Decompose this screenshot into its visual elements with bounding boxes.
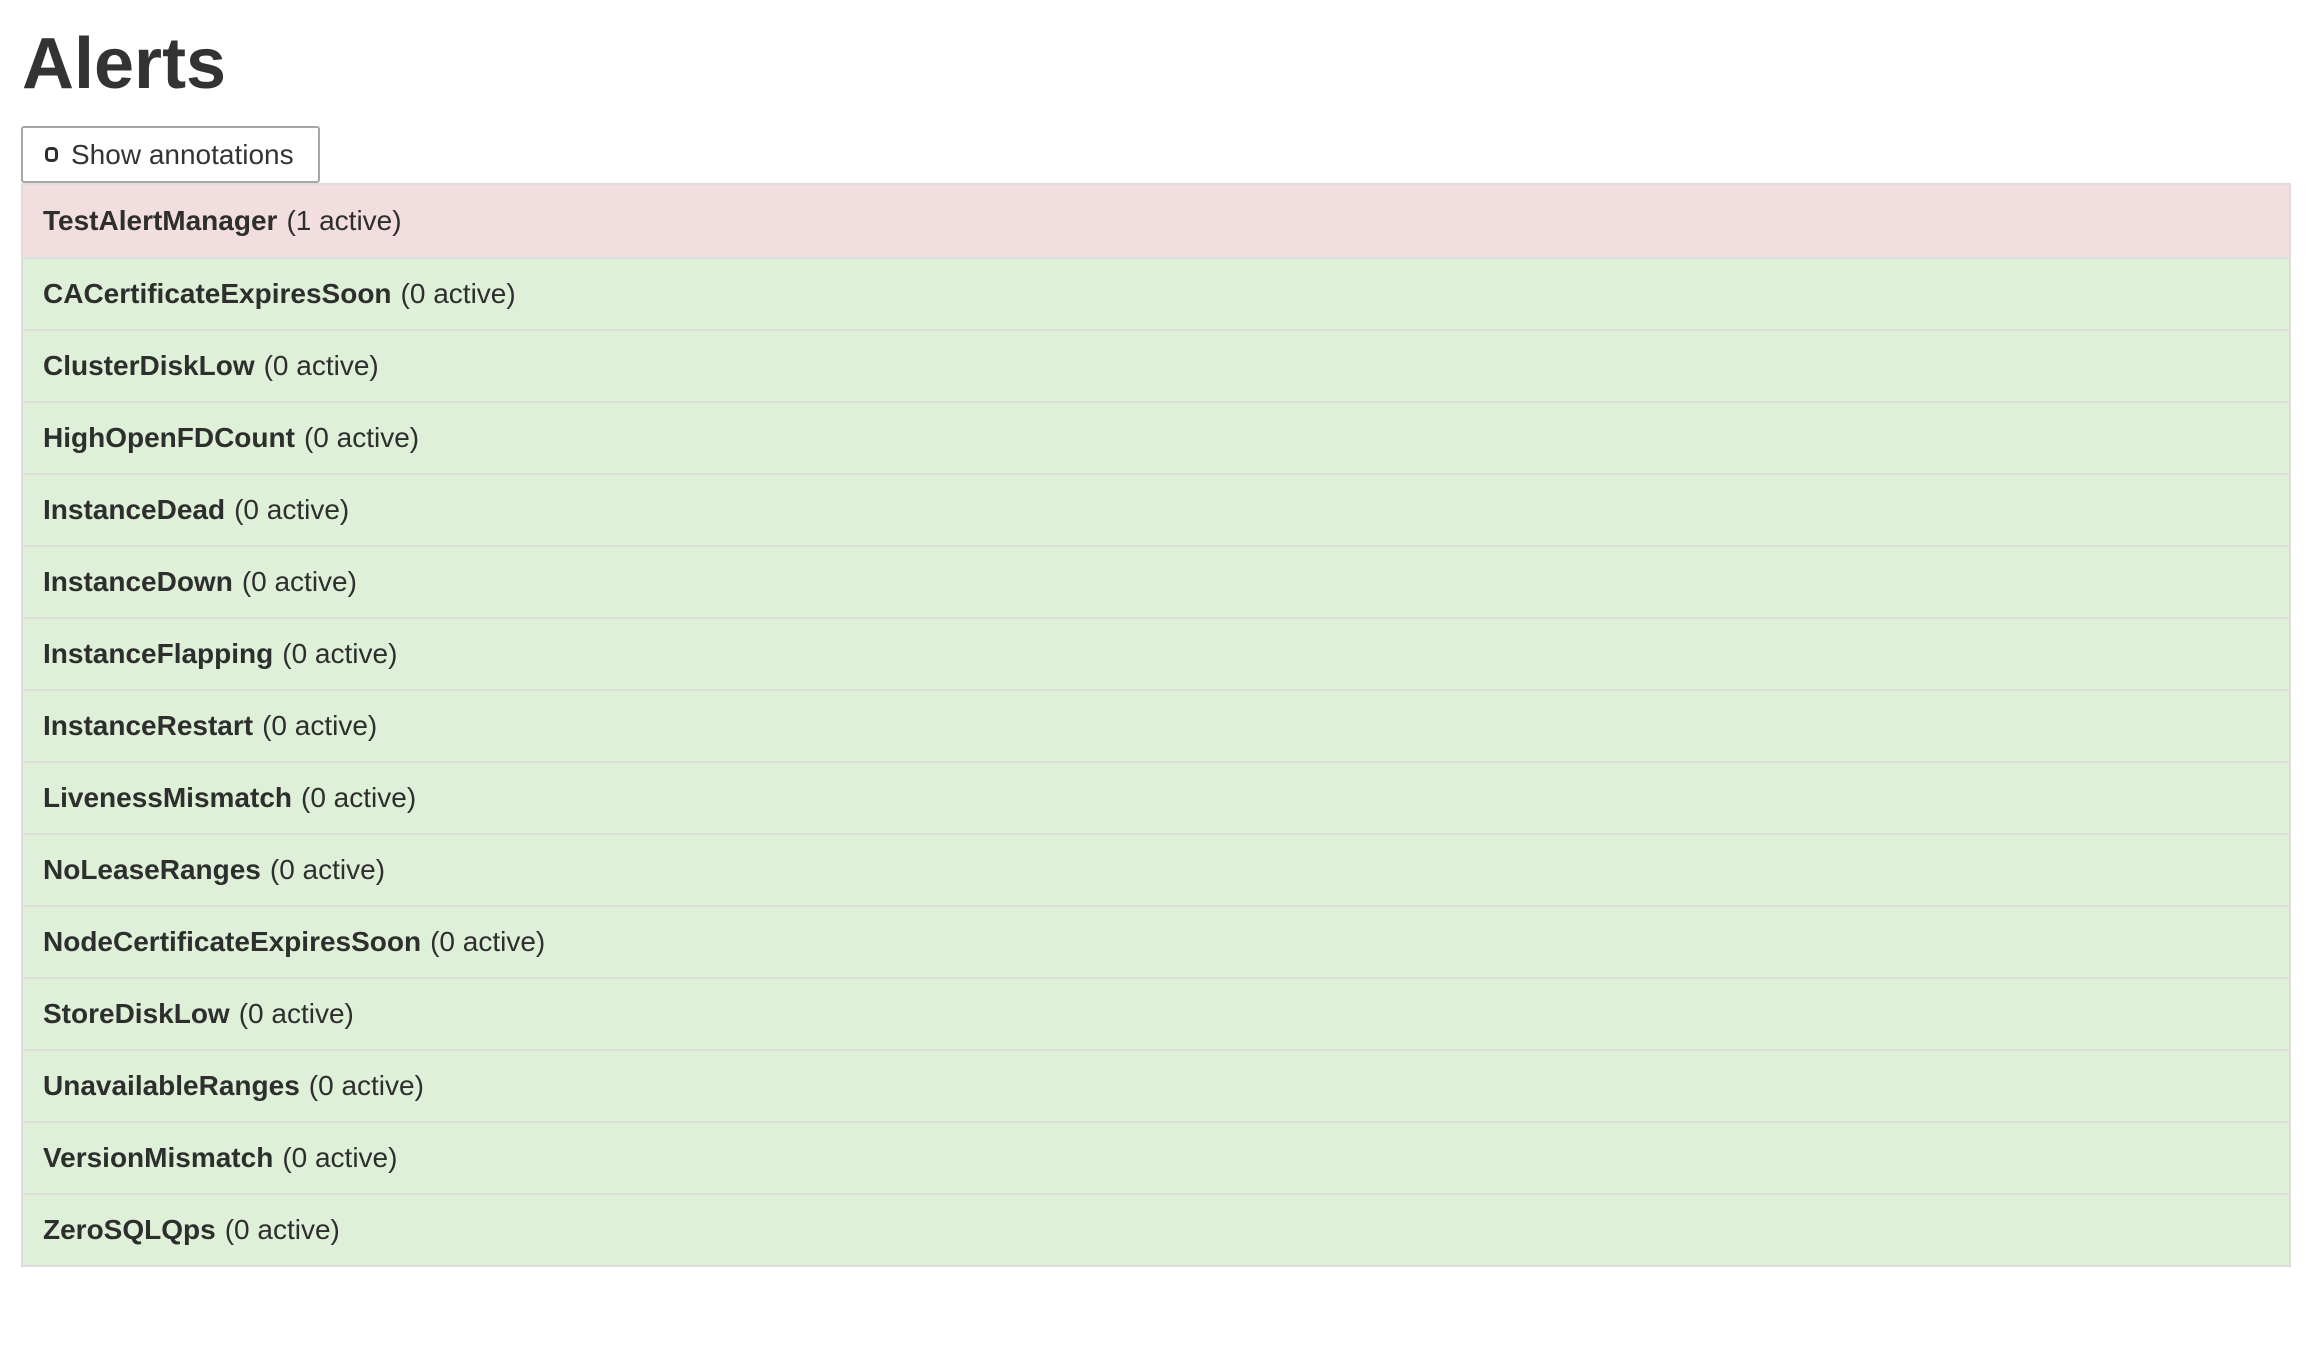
show-annotations-label: Show annotations: [71, 138, 294, 170]
alert-active-count: (0 active): [263, 350, 379, 381]
alert-name: NoLeaseRanges: [43, 854, 261, 885]
alert-name: ClusterDiskLow: [43, 350, 255, 381]
alert-active-count: (0 active): [400, 278, 516, 309]
alert-name: ZeroSQLQps: [43, 1214, 216, 1245]
alert-active-count: (0 active): [282, 1142, 398, 1173]
alert-name: LivenessMismatch: [43, 782, 292, 813]
alert-row[interactable]: InstanceRestart (0 active): [23, 689, 2289, 761]
alert-row[interactable]: UnavailableRanges (0 active): [23, 1049, 2289, 1121]
alert-name: InstanceDown: [43, 566, 233, 597]
alert-active-count: (0 active): [303, 422, 420, 453]
alert-row[interactable]: VersionMismatch (0 active): [23, 1121, 2289, 1193]
alert-active-count: (0 active): [241, 566, 357, 597]
alert-name: CACertificateExpiresSoon: [43, 278, 392, 309]
alert-active-count: (0 active): [269, 854, 386, 885]
alert-active-count: (0 active): [238, 998, 354, 1029]
alert-active-count: (0 active): [430, 926, 546, 957]
alert-name: VersionMismatch: [43, 1142, 274, 1173]
alerts-table: TestAlertManager (1 active) CACertificat…: [21, 183, 2291, 1267]
alert-row[interactable]: StoreDiskLow (0 active): [23, 977, 2289, 1049]
show-annotations-toggle[interactable]: Show annotations: [21, 126, 320, 183]
alert-name: NodeCertificateExpiresSoon: [43, 926, 422, 957]
alert-active-count: (0 active): [262, 710, 378, 741]
alert-name: StoreDiskLow: [43, 998, 230, 1029]
alert-name: TestAlertManager: [43, 205, 278, 236]
alert-name: InstanceDead: [43, 494, 226, 525]
alert-row[interactable]: TestAlertManager (1 active): [23, 185, 2289, 257]
alert-row[interactable]: InstanceFlapping (0 active): [23, 617, 2289, 689]
alert-active-count: (0 active): [282, 638, 398, 669]
alert-active-count: (1 active): [286, 205, 402, 236]
alert-active-count: (0 active): [234, 494, 350, 525]
alert-row[interactable]: NoLeaseRanges (0 active): [23, 833, 2289, 905]
page-title: Alerts: [22, 24, 227, 104]
alert-active-count: (0 active): [224, 1214, 340, 1245]
alert-name: InstanceFlapping: [43, 638, 274, 669]
alert-row[interactable]: NodeCertificateExpiresSoon (0 active): [23, 905, 2289, 977]
alert-row[interactable]: LivenessMismatch (0 active): [23, 761, 2289, 833]
alerts-page: Alerts Show annotations TestAlertManager…: [0, 24, 2312, 1267]
alert-row[interactable]: ClusterDiskLow (0 active): [23, 329, 2289, 401]
alert-active-count: (0 active): [308, 1070, 424, 1101]
alert-row[interactable]: ZeroSQLQps (0 active): [23, 1193, 2289, 1265]
alert-name: InstanceRestart: [43, 710, 254, 741]
alert-row[interactable]: InstanceDown (0 active): [23, 545, 2289, 617]
alert-row[interactable]: CACertificateExpiresSoon (0 active): [23, 257, 2289, 329]
alert-row[interactable]: InstanceDead (0 active): [23, 473, 2289, 545]
alert-active-count: (0 active): [301, 782, 417, 813]
alert-name: UnavailableRanges: [43, 1070, 300, 1101]
alert-name: HighOpenFDCount: [43, 422, 295, 453]
alert-row[interactable]: HighOpenFDCount (0 active): [23, 401, 2289, 473]
toolbar: Show annotations: [21, 126, 2291, 183]
checkbox-icon[interactable]: [45, 147, 58, 162]
